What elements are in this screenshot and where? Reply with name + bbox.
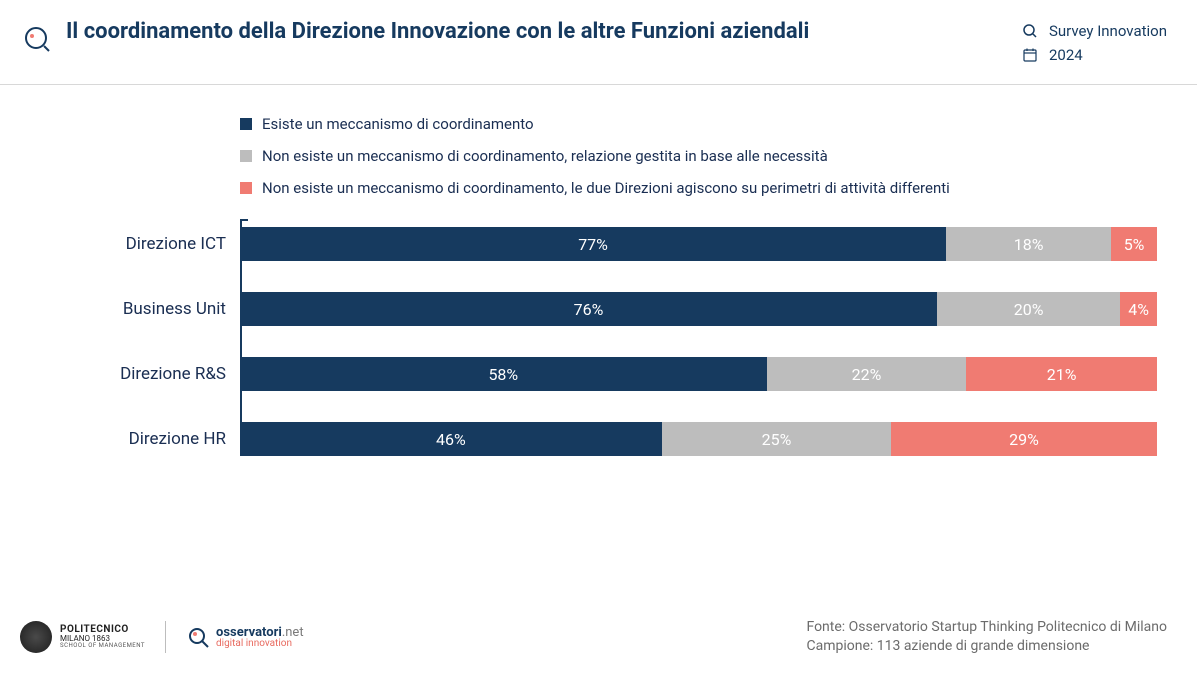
osservatori-icon: [186, 625, 210, 649]
polimi-seal-icon: [20, 621, 52, 653]
polimi-logo: POLITECNICO MILANO 1863 SCHOOL OF MANAGE…: [20, 621, 166, 653]
footer-source: Fonte: Osservatorio Startup Thinking Pol…: [806, 618, 1167, 657]
footer: POLITECNICO MILANO 1863 SCHOOL OF MANAGE…: [20, 618, 1167, 657]
survey-icon: [1021, 24, 1039, 38]
legend-label: Non esiste un meccanismo di coordinament…: [262, 147, 828, 165]
legend-item: Non esiste un meccanismo di coordinament…: [240, 179, 1157, 197]
row-label: Direzione ICT: [40, 234, 240, 254]
legend-item: Esiste un meccanismo di coordinamento: [240, 115, 1157, 133]
row-label: Direzione R&S: [40, 364, 240, 384]
bar-segment: 20%: [937, 292, 1120, 326]
legend: Esiste un meccanismo di coordinamento Non…: [240, 115, 1157, 197]
bar-segment: 46%: [240, 422, 662, 456]
polimi-text: POLITECNICO MILANO 1863 SCHOOL OF MANAGE…: [60, 625, 145, 649]
legend-swatch: [240, 182, 252, 194]
bar-track: 58%22%21%: [240, 357, 1157, 391]
header-meta: Survey Innovation 2024: [991, 18, 1167, 70]
bar-segment: 18%: [946, 227, 1111, 261]
row-label: Business Unit: [40, 299, 240, 319]
bar-segment: 29%: [891, 422, 1157, 456]
source-line: Fonte: Osservatorio Startup Thinking Pol…: [806, 618, 1167, 638]
bar-track: 77%18%5%: [240, 227, 1157, 261]
osservatori-text: osservatori.net digital innovation: [216, 626, 304, 649]
osservatori-name: osservatori.net: [216, 626, 304, 639]
bar-track: 76%20%4%: [240, 292, 1157, 326]
bar-segment: 76%: [240, 292, 937, 326]
bar-segment: 21%: [966, 357, 1157, 391]
year-label: 2024: [1049, 46, 1083, 64]
legend-swatch: [240, 118, 252, 130]
legend-item: Non esiste un meccanismo di coordinament…: [240, 147, 1157, 165]
bar-segment: 77%: [240, 227, 946, 261]
sample-line: Campione: 113 aziende di grande dimensio…: [806, 637, 1167, 657]
bar-segment: 22%: [767, 357, 967, 391]
chart-row: Business Unit76%20%4%: [40, 292, 1157, 326]
header-logo-icon: [20, 22, 52, 54]
survey-row: Survey Innovation: [1021, 22, 1167, 40]
osservatori-sub: digital innovation: [216, 639, 304, 649]
bar-segment: 4%: [1120, 292, 1157, 326]
year-row: 2024: [1021, 46, 1167, 64]
legend-swatch: [240, 150, 252, 162]
content: Esiste un meccanismo di coordinamento Non…: [0, 85, 1197, 456]
header: Il coordinamento della Direzione Innovaz…: [0, 0, 1197, 85]
row-label: Direzione HR: [40, 429, 240, 449]
chart-row: Direzione ICT77%18%5%: [40, 227, 1157, 261]
survey-label: Survey Innovation: [1049, 22, 1167, 40]
legend-label: Non esiste un meccanismo di coordinament…: [262, 179, 950, 197]
page-title: Il coordinamento della Direzione Innovaz…: [66, 18, 991, 46]
bar-segment: 5%: [1111, 227, 1157, 261]
bar-segment: 25%: [662, 422, 891, 456]
polimi-school: SCHOOL OF MANAGEMENT: [60, 643, 145, 649]
chart-row: Direzione HR46%25%29%: [40, 422, 1157, 456]
stacked-bar-chart: Direzione ICT77%18%5% Business Unit76%20%…: [40, 227, 1157, 456]
legend-label: Esiste un meccanismo di coordinamento: [262, 115, 534, 133]
bar-track: 46%25%29%: [240, 422, 1157, 456]
chart-row: Direzione R&S58%22%21%: [40, 357, 1157, 391]
calendar-icon: [1021, 48, 1039, 62]
osservatori-logo: osservatori.net digital innovation: [186, 625, 324, 649]
y-axis-tick: [240, 219, 248, 221]
bar-segment: 58%: [240, 357, 767, 391]
footer-logos: POLITECNICO MILANO 1863 SCHOOL OF MANAGE…: [20, 621, 324, 653]
